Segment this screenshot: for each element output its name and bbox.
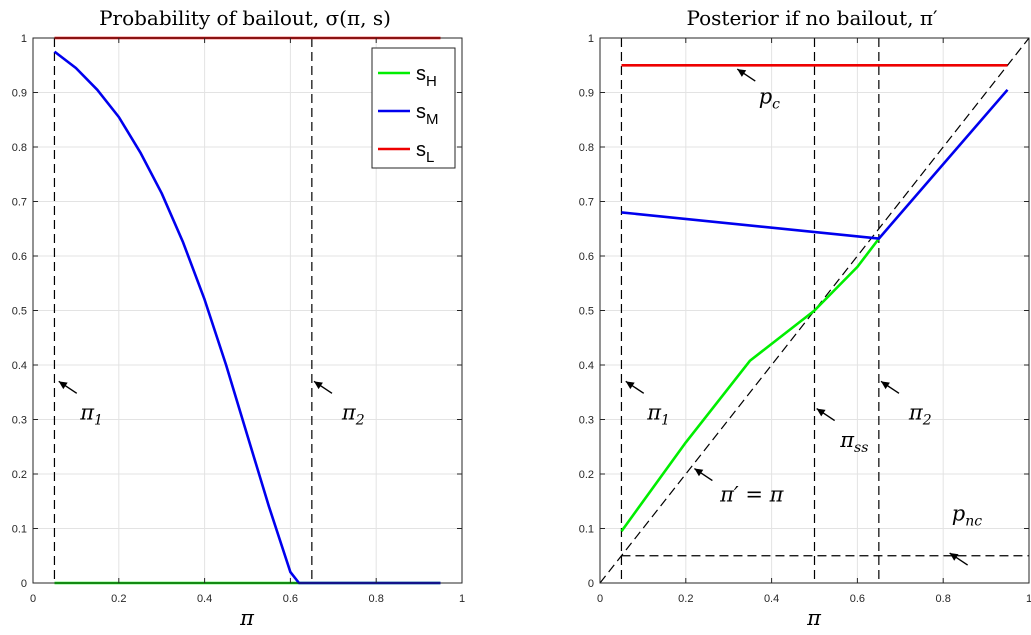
y-tick-label: 0 [588, 578, 594, 590]
y-tick-label: 0.8 [579, 142, 594, 154]
legend-main: s [416, 63, 426, 85]
plot-bailout-probability: Probability of bailout, σ(π, s) 0 0.2 0.4 0… [12, 6, 465, 630]
y-tick-label: 0.5 [12, 306, 27, 318]
x-tick-label: 0 [30, 593, 36, 605]
y-tick-label: 0.3 [579, 415, 594, 427]
annotation-label: pnc [952, 501, 982, 529]
annotation-base: π [79, 401, 95, 425]
annotation-arrowhead [816, 408, 826, 417]
legend-main: s [416, 139, 426, 161]
y-tick-label: 0.6 [12, 251, 27, 263]
annotation-arrowhead [880, 381, 890, 390]
reference-lines [53, 38, 313, 583]
x-tick-label: 0.8 [936, 593, 951, 605]
annotation-sub: ss [854, 440, 868, 456]
y-tick-label: 0.7 [12, 197, 27, 209]
y-tick-label: 0.8 [12, 142, 27, 154]
reference-line-diagonal [599, 37, 1030, 584]
x-tick-label: 0.4 [197, 593, 212, 605]
x-axis-label: π [239, 606, 255, 630]
annotation-arrowhead [313, 381, 323, 390]
axis-ticks: 0 0.2 0.4 0.6 0.8 1 0 0.1 0.2 0.3 0.4 0.5 0.6 0.7 0.8 0… [12, 33, 465, 605]
x-axis-label: π [806, 606, 822, 630]
annotation-arrowhead [625, 381, 635, 390]
x-tick-label: 0.2 [678, 593, 693, 605]
y-tick-label: 0.5 [579, 306, 594, 318]
y-tick-label: 0 [21, 578, 27, 590]
legend-sub: H [426, 73, 437, 90]
series-lines [620, 64, 1009, 532]
annotation-label: π1 [79, 401, 103, 429]
chart-title: Posterior if no bailout, π′ [686, 6, 938, 30]
annotation-label: π′ = π [719, 482, 785, 506]
legend-sub: L [426, 149, 434, 166]
annotation-label: π2 [908, 401, 932, 429]
annotation-arrowhead [58, 381, 68, 390]
annotation-base: p [759, 84, 772, 108]
annotation-base: π [839, 428, 855, 452]
legend-label: sL [416, 139, 434, 166]
y-tick-label: 0.4 [579, 360, 594, 372]
annotation-sub: 1 [661, 413, 670, 429]
annotation-base: π [646, 401, 662, 425]
x-tick-label: 0.4 [764, 593, 779, 605]
x-tick-label: 1 [459, 593, 465, 605]
annotation-label: π2 [341, 401, 365, 429]
y-tick-label: 0.2 [579, 469, 594, 481]
annotation-base: p [952, 501, 965, 525]
annotation-sub: 1 [94, 413, 103, 429]
chart-title: Probability of bailout, σ(π, s) [99, 6, 391, 30]
y-tick-label: 0.9 [12, 88, 27, 100]
annotation-sub: c [772, 96, 780, 112]
y-tick-label: 1 [21, 33, 27, 45]
annotation-label: π1 [646, 401, 670, 429]
annotations: π1 π2 [58, 380, 365, 429]
series-line-sM [621, 88, 1009, 240]
y-tick-label: 1 [588, 33, 594, 45]
annotation-base: π [908, 401, 924, 425]
annotation-arrowhead [737, 69, 747, 77]
axis-ticks: 0 0.2 0.4 0.6 0.8 1 0 0.1 0.2 0.3 0.4 0.5 0.6 0.7 0.8 0… [579, 33, 1031, 605]
y-tick-label: 0.6 [579, 251, 594, 263]
y-tick-label: 0.1 [12, 524, 27, 536]
plot-posterior: Posterior if no bailout, π′ 0 0.2 0.4 0.6 0.… [579, 6, 1031, 630]
legend-label: sM [416, 101, 439, 128]
annotation-arrowhead [694, 468, 704, 477]
x-tick-label: 0.8 [369, 593, 384, 605]
y-tick-label: 0.1 [579, 524, 594, 536]
grid [33, 38, 462, 583]
legend-main: s [416, 101, 426, 123]
series-line-sH [620, 237, 880, 532]
reference-lines [599, 37, 1030, 584]
legend-sub: M [426, 111, 439, 128]
x-tick-label: 0.6 [283, 593, 298, 605]
annotation-sub: 2 [355, 413, 365, 429]
annotation-arrowhead [949, 553, 959, 561]
y-tick-label: 0.7 [579, 197, 594, 209]
annotation-label: pc [759, 84, 780, 112]
y-tick-label: 0.4 [12, 360, 27, 372]
annotation-sub: nc [965, 513, 982, 529]
annotation-sub: 2 [922, 413, 932, 429]
annotation-label: πss [839, 428, 868, 456]
x-tick-label: 0.2 [111, 593, 126, 605]
x-tick-label: 1 [1026, 593, 1031, 605]
annotation-base: π [341, 401, 357, 425]
x-tick-label: 0.6 [850, 593, 865, 605]
annotation-base: π′ = π [719, 482, 785, 506]
x-tick-label: 0 [597, 593, 603, 605]
y-tick-label: 0.2 [12, 469, 27, 481]
legend-label: sH [416, 63, 437, 90]
y-tick-label: 0.3 [12, 415, 27, 427]
y-tick-label: 0.9 [579, 88, 594, 100]
